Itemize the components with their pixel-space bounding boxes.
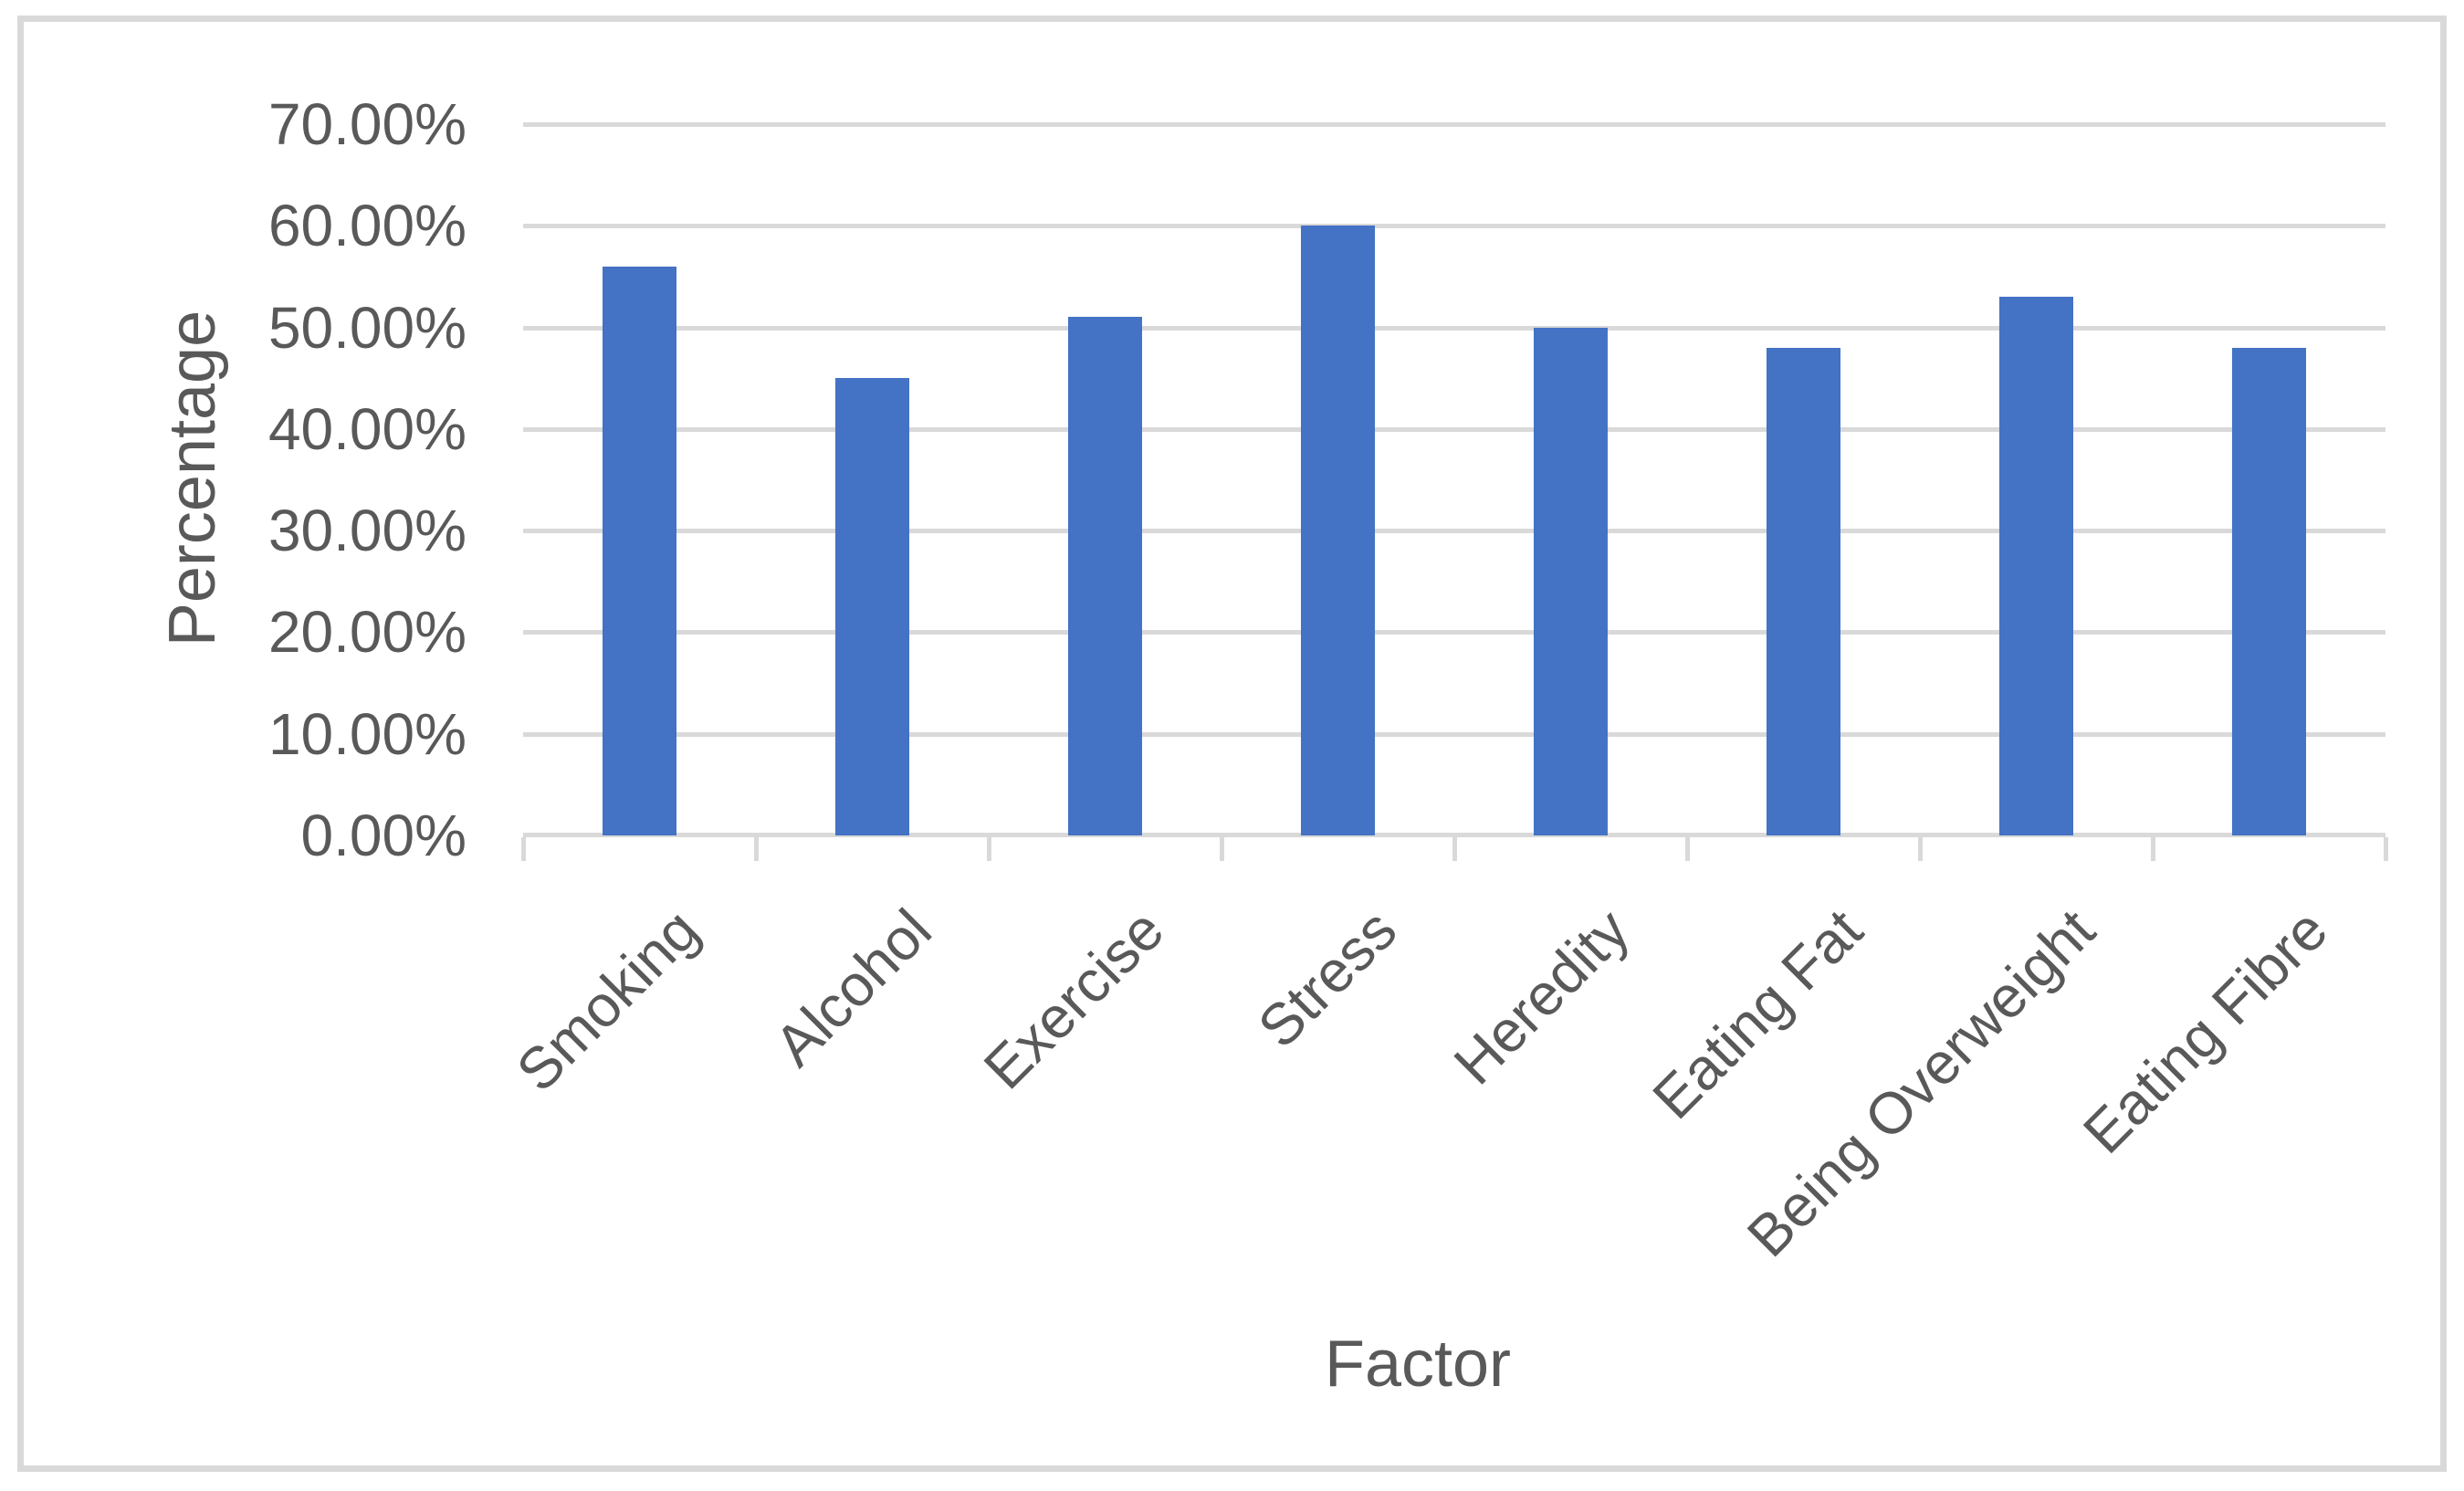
y-tick-label-30: 30.00% xyxy=(267,498,467,564)
gridline-50 xyxy=(523,325,2385,331)
x-tick-mark xyxy=(2151,837,2155,861)
bar-stress xyxy=(1301,226,1375,835)
x-axis-title: Factor xyxy=(751,1329,2084,1399)
x-axis-line xyxy=(523,833,2385,837)
bar-being-overweight xyxy=(1999,297,2073,835)
bar-eating-fibre xyxy=(2232,347,2306,835)
gridline-70 xyxy=(523,122,2385,127)
bar-exercise xyxy=(1068,317,1142,835)
category-label-text: Eating Fat xyxy=(1640,897,1875,1132)
x-axis-title-text: Factor xyxy=(1324,1328,1512,1401)
y-tick-label-10: 10.00% xyxy=(267,700,467,767)
chart-frame: Percentage 0.00% 10.00% 20.00% 30.00% 40.00%… xyxy=(17,16,2447,1472)
x-tick-mark xyxy=(987,837,991,861)
plot-area xyxy=(523,122,2385,837)
category-label-text: Eating Fibre xyxy=(2071,897,2341,1166)
y-tick-label-70: 70.00% xyxy=(267,91,467,157)
gridline-40 xyxy=(523,426,2385,432)
bar-eating-fat xyxy=(1767,347,1840,835)
category-label-text: Exercise xyxy=(970,897,1177,1102)
category-label-text: Heredity xyxy=(1441,897,1642,1097)
gridline-60 xyxy=(523,224,2385,229)
bar-smoking xyxy=(603,266,676,835)
category-label-text: Stress xyxy=(1245,897,1410,1061)
bar-heredity xyxy=(1534,327,1608,835)
x-tick-mark xyxy=(1685,837,1690,861)
bar-alcohol xyxy=(835,378,909,835)
x-tick-mark xyxy=(521,837,526,861)
y-tick-label-60: 60.00% xyxy=(267,193,467,259)
y-tick-label-50: 50.00% xyxy=(267,294,467,361)
y-axis-title-text: Percentage xyxy=(156,310,229,647)
x-tick-mark xyxy=(2384,837,2388,861)
x-tick-mark xyxy=(754,837,759,861)
y-tick-label-20: 20.00% xyxy=(267,599,467,666)
x-tick-mark xyxy=(1452,837,1457,861)
gridline-20 xyxy=(523,630,2385,635)
y-tick-label-0: 0.00% xyxy=(300,803,467,868)
y-tick-label-40: 40.00% xyxy=(267,395,467,462)
category-label-text: Smoking xyxy=(503,897,711,1104)
x-tick-mark xyxy=(1220,837,1224,861)
gridline-30 xyxy=(523,529,2385,534)
category-label-text: Alcohol xyxy=(761,897,944,1079)
x-tick-mark xyxy=(1918,837,1923,861)
gridline-10 xyxy=(523,731,2385,737)
